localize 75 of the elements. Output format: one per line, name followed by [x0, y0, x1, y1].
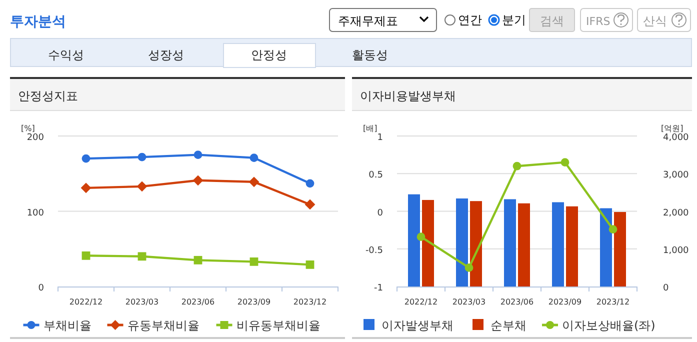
bar — [504, 199, 516, 286]
text: 활동성 — [352, 48, 388, 62]
point — [250, 257, 258, 266]
point — [82, 154, 90, 163]
legend-label: 이자보상배율(좌) — [562, 318, 656, 332]
legend-label: 비유동부채비율 — [236, 318, 320, 332]
point — [608, 225, 618, 234]
text: 투자분석 — [10, 14, 66, 30]
y-tick-label: 100 — [26, 208, 44, 218]
x-tick-label: 2023/12 — [293, 298, 327, 306]
y-tick-label: 0 — [377, 208, 384, 218]
point — [136, 181, 148, 192]
y-tick-label: 200 — [26, 133, 44, 143]
y2-tick-label: 2,000 — [663, 208, 690, 218]
bar — [422, 200, 434, 286]
point — [138, 152, 146, 162]
text: 분기 — [502, 13, 526, 27]
y2-tick-label: 4,000 — [663, 133, 690, 143]
point — [306, 179, 314, 188]
bar — [408, 194, 420, 286]
text: IFRS — [586, 15, 610, 28]
point — [306, 260, 314, 269]
y2-tick-label: 3,000 — [663, 170, 690, 181]
text: 주재무제표 — [338, 14, 398, 28]
text: 안정성 — [251, 48, 287, 62]
legend-label: 유동부채비율 — [127, 318, 200, 332]
chart-title: 안정성지표 — [18, 89, 78, 103]
x-tick-label: 2023/12 — [596, 298, 630, 306]
point — [250, 154, 258, 162]
point — [138, 252, 146, 261]
bar — [614, 212, 626, 286]
text: 성장성 — [148, 48, 184, 62]
bar — [456, 198, 468, 286]
y-tick-label: 1 — [377, 133, 383, 143]
point — [82, 251, 90, 260]
point — [194, 256, 202, 264]
x-tick-label: 2023/09 — [548, 298, 582, 306]
text: 산식 — [643, 14, 667, 28]
bar — [470, 201, 482, 286]
y-tick-label: 0 — [38, 284, 44, 294]
y-tick-label: -0.5 — [365, 246, 383, 256]
y-axis-title: [배] — [363, 124, 378, 133]
text: 수익성 — [48, 48, 84, 62]
x-tick-label: 2023/03 — [452, 298, 486, 306]
point — [512, 162, 522, 170]
point — [560, 158, 570, 167]
text: 검색 — [540, 14, 564, 28]
bar — [566, 206, 578, 286]
y2-axis-title: [억원] — [661, 124, 684, 133]
x-tick-label: 2023/06 — [181, 298, 215, 306]
point — [80, 182, 92, 194]
x-tick-label: 2023/03 — [125, 298, 159, 306]
x-tick-label: 2023/09 — [237, 298, 271, 306]
text: 연간 — [458, 13, 482, 27]
bar — [552, 202, 564, 286]
point — [192, 175, 204, 186]
x-tick-label: 2023/06 — [500, 298, 534, 306]
point — [416, 232, 426, 242]
legend-label: 부채비율 — [43, 318, 92, 332]
chart-title: 이자비용발생부채 — [360, 89, 456, 103]
point — [464, 263, 474, 272]
legend-label: 이자발생부채 — [382, 318, 454, 332]
x-tick-label: 2022/12 — [404, 298, 438, 306]
bar — [600, 208, 612, 286]
x-tick-label: 2022/12 — [69, 298, 103, 306]
y2-tick-label: 0 — [663, 284, 669, 294]
y-tick-label: -1 — [374, 284, 383, 294]
y-tick-label: 0.5 — [368, 170, 383, 181]
legend-label: 순부채 — [490, 318, 526, 332]
point — [194, 150, 202, 160]
point — [304, 199, 316, 210]
bar — [518, 203, 530, 286]
point — [248, 176, 260, 188]
y-axis-title: [%] — [21, 124, 35, 133]
y2-tick-label: 1,000 — [663, 246, 690, 256]
